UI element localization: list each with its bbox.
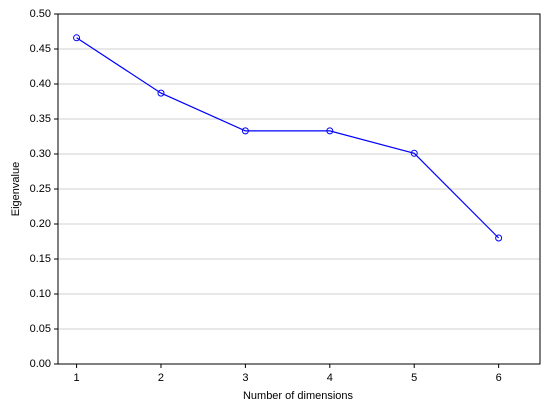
y-tick-label: 0.50 <box>30 8 51 20</box>
y-tick-label: 0.20 <box>30 218 51 230</box>
data-point <box>241 127 249 135</box>
data-point <box>495 234 503 242</box>
x-tick-label: 4 <box>327 372 333 384</box>
x-tick-label: 2 <box>158 372 164 384</box>
x-tick-label: 6 <box>496 372 502 384</box>
x-tick-label: 1 <box>74 372 80 384</box>
y-tick-label: 0.00 <box>30 358 51 370</box>
y-tick-label: 0.30 <box>30 148 51 160</box>
data-point <box>410 149 418 157</box>
y-tick-label: 0.25 <box>30 183 51 195</box>
y-tick-label: 0.45 <box>30 43 51 55</box>
data-line <box>76 37 500 239</box>
y-tick-label: 0.15 <box>30 253 51 265</box>
x-tick-label: 5 <box>411 372 417 384</box>
data-point <box>326 127 334 135</box>
data-point <box>73 34 81 42</box>
y-tick-label: 0.35 <box>30 113 51 125</box>
y-tick-label: 0.40 <box>30 78 51 90</box>
y-axis-label: Eigenvalue <box>10 162 22 216</box>
data-point <box>157 89 165 97</box>
y-tick-label: 0.10 <box>30 288 51 300</box>
x-tick-label: 3 <box>242 372 248 384</box>
y-tick-label: 0.05 <box>30 323 51 335</box>
plot-frame <box>57 13 541 365</box>
x-axis-label: Number of dimensions <box>243 390 354 402</box>
